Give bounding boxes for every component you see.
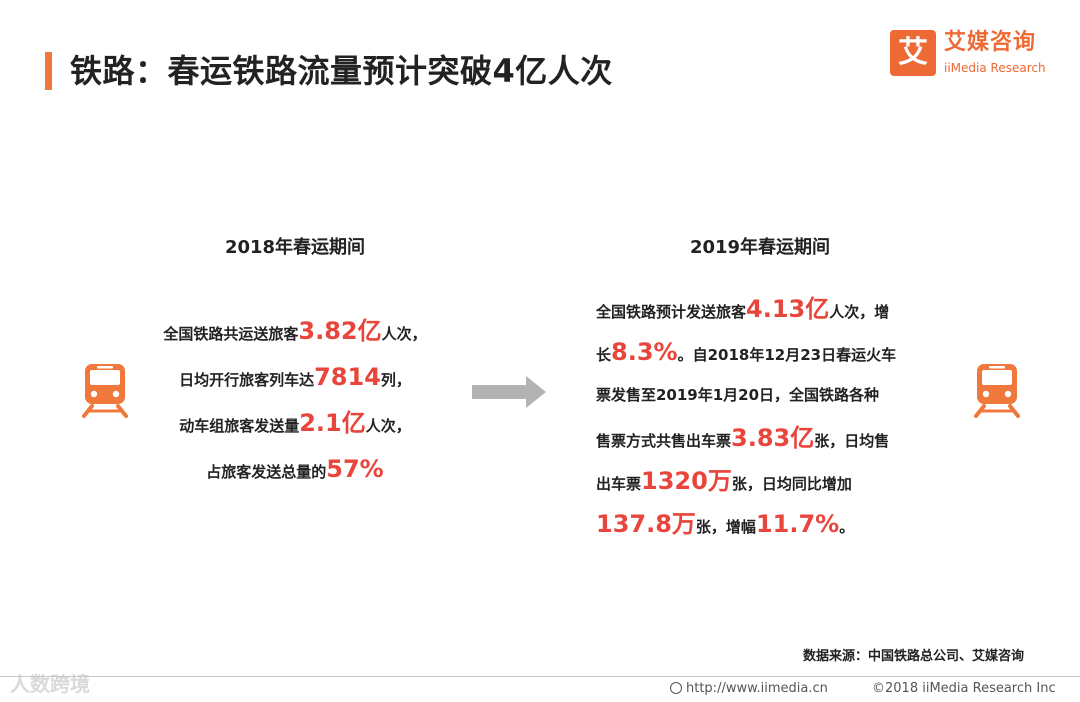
left-line: 全国铁路共运送旅客3.82亿人次， [163,317,427,345]
right-line: 售票方式共售出车票3.83亿张，日均售 [596,424,890,452]
globe-icon [670,682,682,694]
logo-name-cn: 艾媒咨询 [944,30,1037,55]
right-arrow-icon [472,376,546,408]
right-line: 票发售至2019年1月20日，全国铁路各种 [596,386,880,404]
train-icon [974,364,1020,418]
heading-2019: 2019年春运期间 [689,237,831,258]
right-line: 长8.3%。自2018年12月23日春运火车 [596,338,897,366]
logo-name-en: iiMedia Research [944,61,1046,75]
data-source: 数据来源：中国铁路总公司、艾媒咨询 [802,649,1024,664]
title-accent-bar [45,52,52,90]
logo-mark: 艾 [890,30,936,76]
left-line: 动车组旅客发送量2.1亿人次， [179,409,411,437]
footer-divider [0,676,1080,677]
heading-2018: 2018年春运期间 [224,237,366,258]
left-column-text: 全国铁路共运送旅客3.82亿人次， 日均开行旅客列车达7814列， 动车组旅客发… [150,308,440,492]
footer-url-text: http://www.iimedia.cn [686,681,828,696]
left-line: 占旅客发送总量的57% [206,455,384,483]
right-line: 137.8万张，增幅11.7%。 [596,510,855,538]
left-line: 日均开行旅客列车达7814列， [179,363,411,391]
right-column-text: 全国铁路预计发送旅客4.13亿人次，增 长8.3%。自2018年12月23日春运… [596,288,936,546]
footer-copyright: ©2018 iiMedia Research Inc [872,681,1056,696]
train-icon [82,364,128,418]
page-title: 铁路：春运铁路流量预计突破4亿人次 [70,52,613,90]
iimedia-logo: 艾 艾媒咨询 iiMedia Research [890,30,1060,80]
footer-url[interactable]: http://www.iimedia.cn [670,680,828,698]
right-line: 出车票1320万张，日均同比增加 [596,467,852,495]
right-line: 全国铁路预计发送旅客4.13亿人次，增 [596,295,890,323]
